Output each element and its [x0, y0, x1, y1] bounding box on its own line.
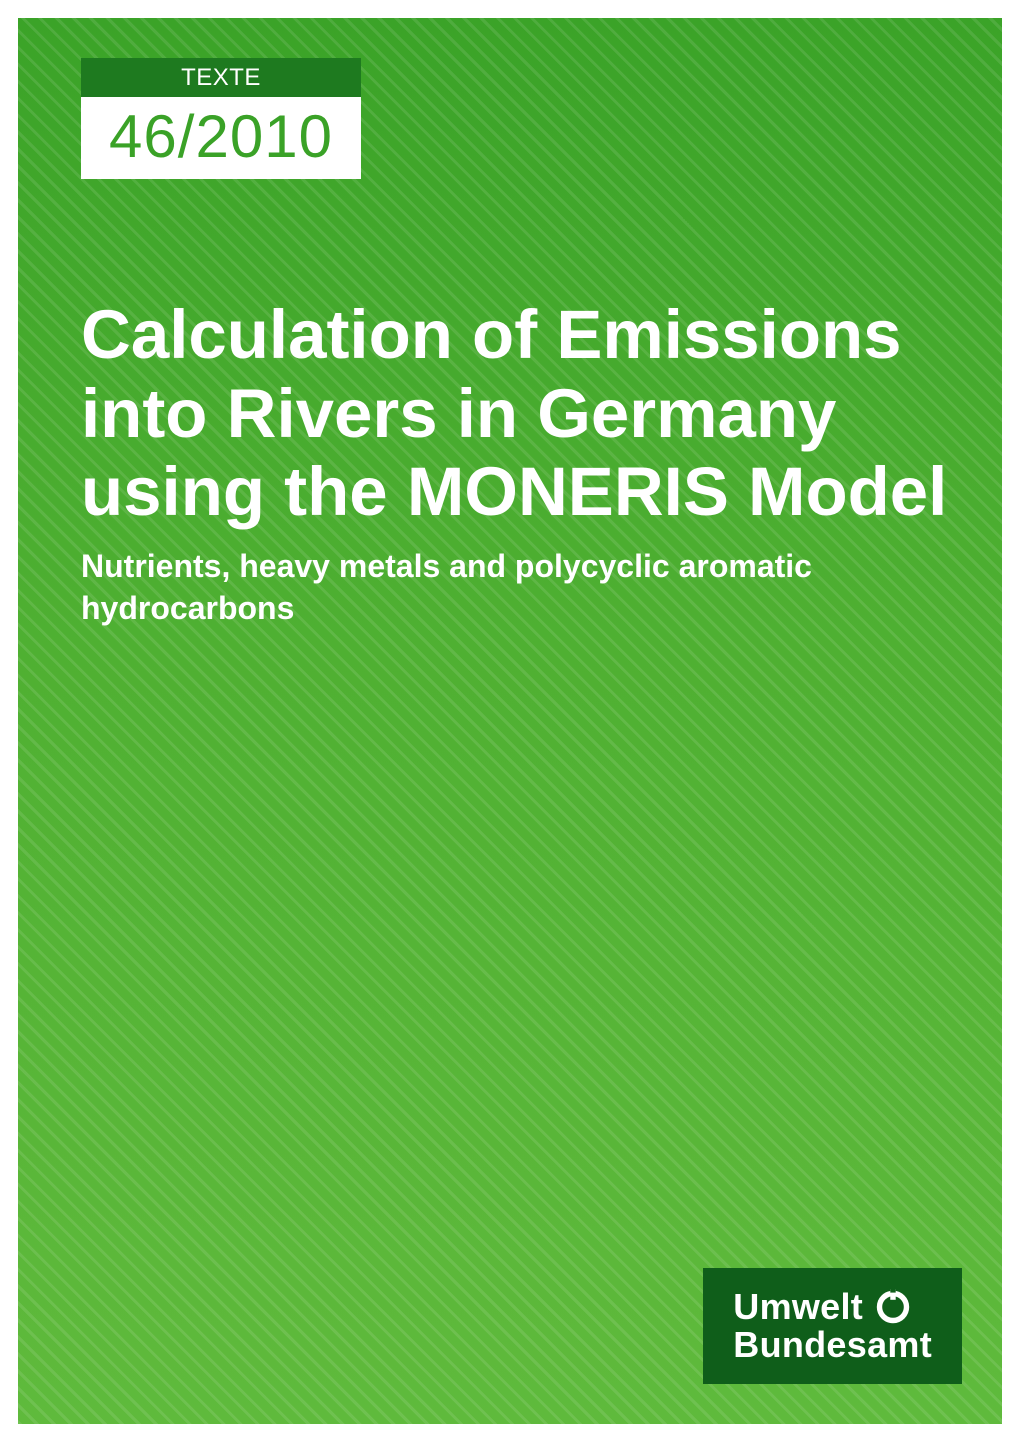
series-badge: TEXTE 46/2010: [81, 58, 361, 179]
logo-line-2: Bundesamt: [733, 1326, 932, 1364]
publisher-logo-box: Umwelt Bundesamt: [703, 1268, 962, 1384]
page-container: TEXTE 46/2010 Calculation of Emissions i…: [0, 0, 1020, 1442]
diagonal-hatch-overlay: [18, 18, 1002, 1424]
logo-row-1: Umwelt: [733, 1288, 932, 1326]
series-label: TEXTE: [81, 58, 361, 97]
subtitle: Nutrients, heavy metals and polycyclic a…: [81, 546, 952, 629]
issue-number: 46/2010: [81, 97, 361, 179]
title-block: Calculation of Emissions into Rivers in …: [81, 296, 952, 629]
cover-panel: TEXTE 46/2010 Calculation of Emissions i…: [18, 18, 1002, 1424]
logo-line-1: Umwelt: [733, 1288, 863, 1326]
umweltbundesamt-logo-icon: [875, 1289, 911, 1325]
main-title: Calculation of Emissions into Rivers in …: [81, 296, 952, 532]
